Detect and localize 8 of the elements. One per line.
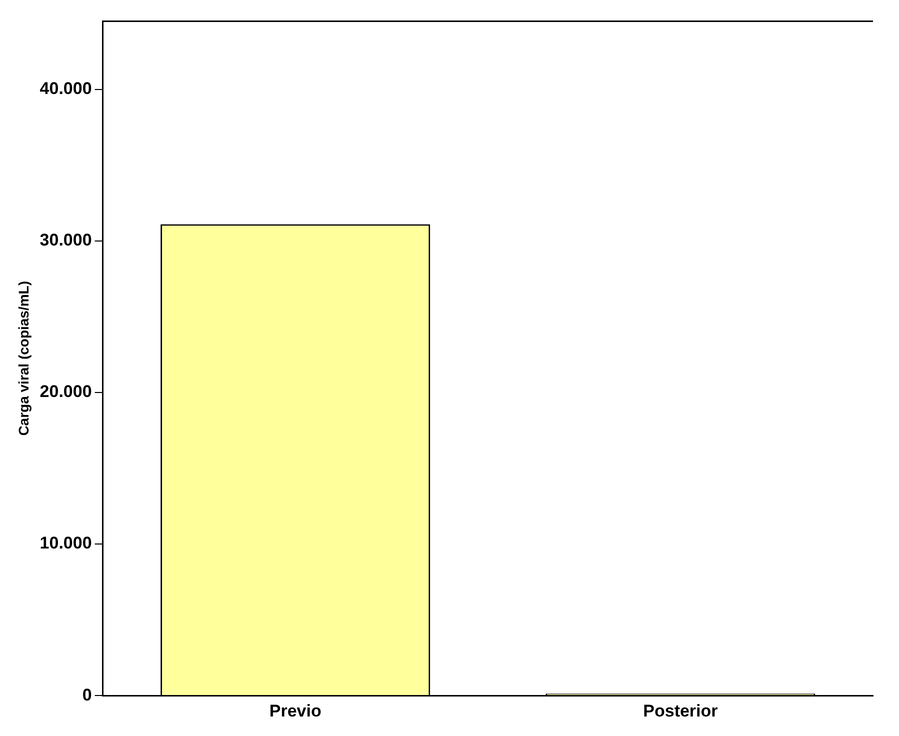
y-tick-label: 40.000 xyxy=(40,79,92,98)
x-tick-label: Posterior xyxy=(643,701,718,720)
y-tick-label: 30.000 xyxy=(40,230,92,250)
y-tick-label: 20.000 xyxy=(40,382,92,402)
y-tick-label: 0 xyxy=(82,685,92,704)
x-tick-label: Previo xyxy=(269,701,322,720)
y-axis-title: Carga viral (copias/mL) xyxy=(15,280,32,436)
y-tick-label: 10.000 xyxy=(40,534,92,553)
